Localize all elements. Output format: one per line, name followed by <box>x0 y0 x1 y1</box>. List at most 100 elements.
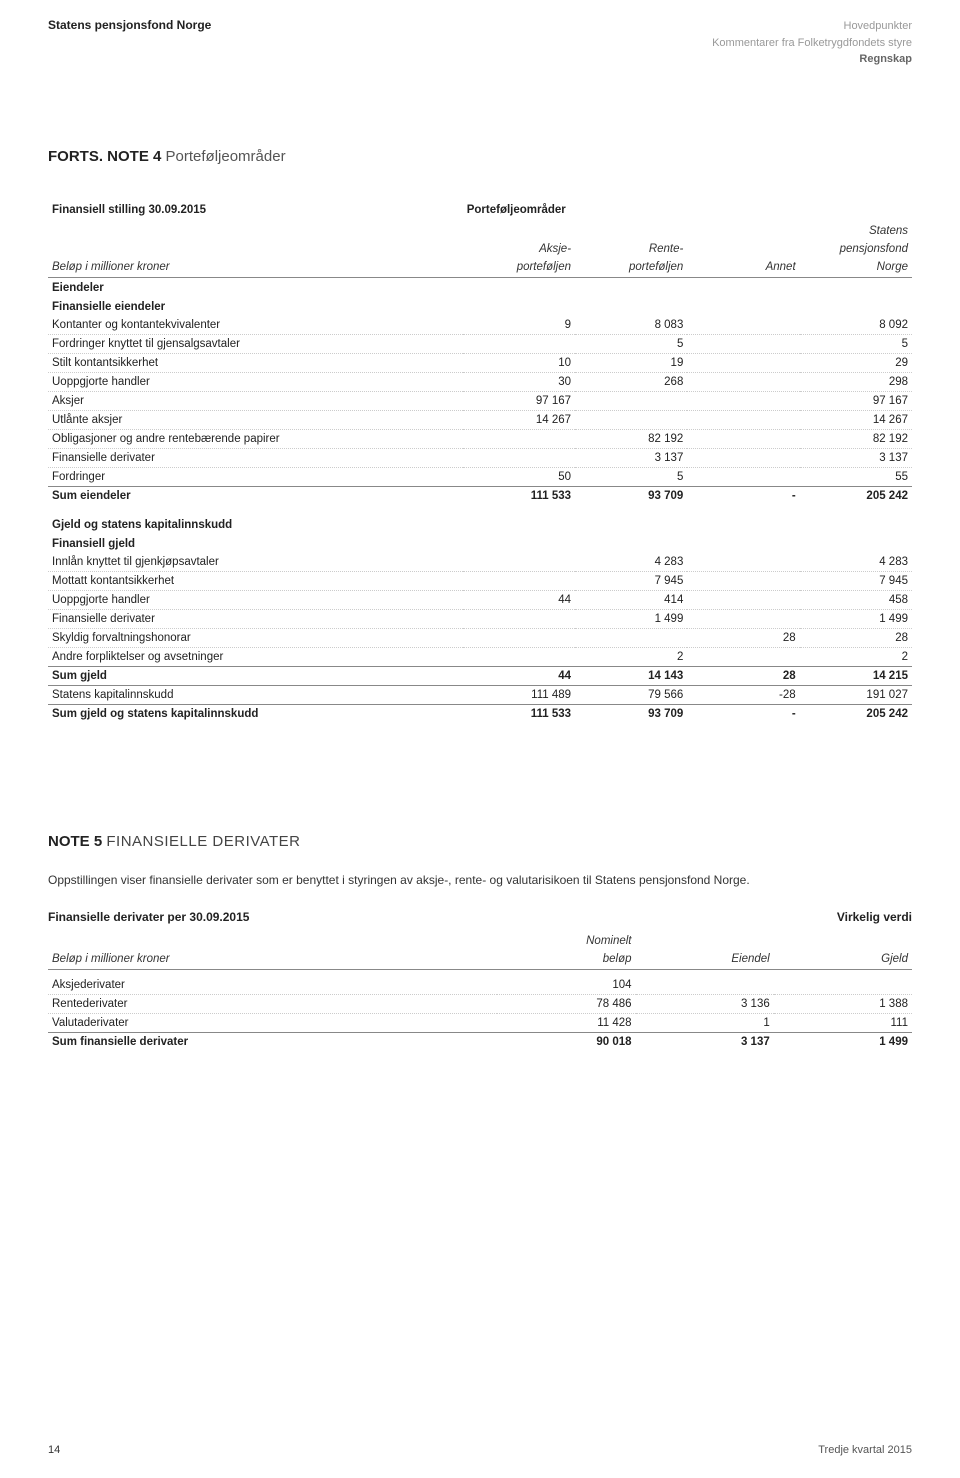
page-number: 14 <box>48 1444 60 1456</box>
table-cell <box>687 467 799 486</box>
table-cell: 268 <box>575 372 687 391</box>
note4-title-light: Porteføljeområder <box>166 148 286 165</box>
note5-title-light: FINANSIELLE DERIVATER <box>106 833 300 850</box>
table-row: Aksjederivater <box>48 976 497 995</box>
table-cell <box>687 590 799 609</box>
table-cell: 19 <box>575 353 687 372</box>
table-cell: 1 388 <box>774 995 912 1014</box>
table-cell: 5 <box>800 334 912 353</box>
table-cell <box>687 372 799 391</box>
note4-title-bold: FORTS. NOTE 4 <box>48 148 161 165</box>
table-row: Finansielle derivater <box>48 448 463 467</box>
table-row: Uoppgjorte handler <box>48 590 463 609</box>
table-cell: 104 <box>497 976 635 995</box>
table-cell <box>774 976 912 995</box>
table-cell: 14 267 <box>800 410 912 429</box>
table-cell: 78 486 <box>497 995 635 1014</box>
table-cell <box>463 429 575 448</box>
t4-col-spn1: Statens <box>800 222 912 240</box>
table-cell <box>463 628 575 647</box>
table-row: Mottatt kontantsikkerhet <box>48 571 463 590</box>
note5-title: NOTE 5 FINANSIELLE DERIVATER <box>48 833 912 850</box>
table-cell: 2 <box>575 647 687 666</box>
t4-sec2: Gjeld og statens kapitalinnskudd <box>48 515 912 534</box>
table-row: Kontanter og kontantekvivalenter <box>48 316 463 335</box>
table-row: Finansielle derivater <box>48 609 463 628</box>
t4-sec1: Eiendeler <box>48 277 912 297</box>
table-row: Fordringer knyttet til gjensalgsavtaler <box>48 334 463 353</box>
table-cell: 298 <box>800 372 912 391</box>
table-cell: 8 092 <box>800 316 912 335</box>
t5-col-belop: Beløp i millioner kroner <box>48 950 497 970</box>
table-row: Andre forpliktelser og avsetninger <box>48 647 463 666</box>
table-cell: 191 027 <box>800 685 912 704</box>
table-cell: 1 499 <box>575 609 687 628</box>
note5-sub-left: Finansielle derivater per 30.09.2015 <box>48 910 249 924</box>
t5-col-gjeld: Gjeld <box>774 950 912 970</box>
t4-sum2a-lbl: Sum gjeld <box>48 666 463 685</box>
table-cell: - <box>687 486 799 505</box>
table-cell <box>575 410 687 429</box>
header-right: Hovedpunkter Kommentarer fra Folketrygdf… <box>712 18 912 68</box>
table-cell: 111 533 <box>463 486 575 505</box>
table-cell: 97 167 <box>800 391 912 410</box>
header-left: Statens pensjonsfond Norge <box>48 18 211 32</box>
t5-col-eiendel: Eiendel <box>636 950 774 970</box>
table-cell: 111 489 <box>463 685 575 704</box>
table-cell <box>463 609 575 628</box>
table-cell: 1 499 <box>800 609 912 628</box>
note5-title-bold: NOTE 5 <box>48 833 102 850</box>
table-cell: 4 283 <box>575 553 687 572</box>
table-cell: 14 267 <box>463 410 575 429</box>
table-row: Obligasjoner og andre rentebærende papir… <box>48 429 463 448</box>
table-cell <box>463 448 575 467</box>
table-cell: 30 <box>463 372 575 391</box>
table-cell <box>687 571 799 590</box>
table-row: Aksjer <box>48 391 463 410</box>
table-cell <box>687 391 799 410</box>
table-cell: 11 428 <box>497 1014 635 1033</box>
table-cell: -28 <box>687 685 799 704</box>
table-row: Skyldig forvaltningshonorar <box>48 628 463 647</box>
table-cell: 414 <box>575 590 687 609</box>
note4-table: Finansiell stilling 30.09.2015 Portefølj… <box>48 201 912 723</box>
t4-super-right: Porteføljeområder <box>463 201 912 222</box>
footer-right: Tredje kvartal 2015 <box>818 1444 912 1456</box>
table-cell: - <box>687 704 799 723</box>
t5-sum-lbl: Sum finansielle derivater <box>48 1033 497 1052</box>
table-cell: 93 709 <box>575 486 687 505</box>
table-cell: 44 <box>463 666 575 685</box>
page-header: Statens pensjonsfond Norge Hovedpunkter … <box>48 18 912 68</box>
table-cell: 90 018 <box>497 1033 635 1052</box>
header-line3: Regnskap <box>712 51 912 68</box>
table-row: Rentederivater <box>48 995 497 1014</box>
table-cell: 1 499 <box>774 1033 912 1052</box>
t4-col-aksje2: porteføljen <box>463 258 575 278</box>
table-cell <box>687 334 799 353</box>
table-cell <box>463 647 575 666</box>
table-cell: 458 <box>800 590 912 609</box>
table-cell <box>687 553 799 572</box>
table-cell: 8 083 <box>575 316 687 335</box>
table-cell: 14 215 <box>800 666 912 685</box>
t4-sec2b: Finansiell gjeld <box>48 534 912 553</box>
table-cell: 7 945 <box>800 571 912 590</box>
t4-sum1-lbl: Sum eiendeler <box>48 486 463 505</box>
table-cell: 205 242 <box>800 486 912 505</box>
t5-col-nom1: Nominelt <box>497 932 635 950</box>
table-cell: 82 192 <box>575 429 687 448</box>
table-cell: 9 <box>463 316 575 335</box>
table-cell: 5 <box>575 467 687 486</box>
table-cell <box>687 316 799 335</box>
t4-col-spn2: pensjonsfond <box>800 240 912 258</box>
table-row: Innlån knyttet til gjenkjøpsavtaler <box>48 553 463 572</box>
table-cell: 28 <box>800 628 912 647</box>
t4-col-rente2: porteføljen <box>575 258 687 278</box>
table-cell: 93 709 <box>575 704 687 723</box>
table-cell: 50 <box>463 467 575 486</box>
header-line2: Kommentarer fra Folketrygdfondets styre <box>712 35 912 52</box>
table-cell: 55 <box>800 467 912 486</box>
t4-col-annet: Annet <box>687 258 799 278</box>
table-cell: 10 <box>463 353 575 372</box>
table-cell <box>463 571 575 590</box>
